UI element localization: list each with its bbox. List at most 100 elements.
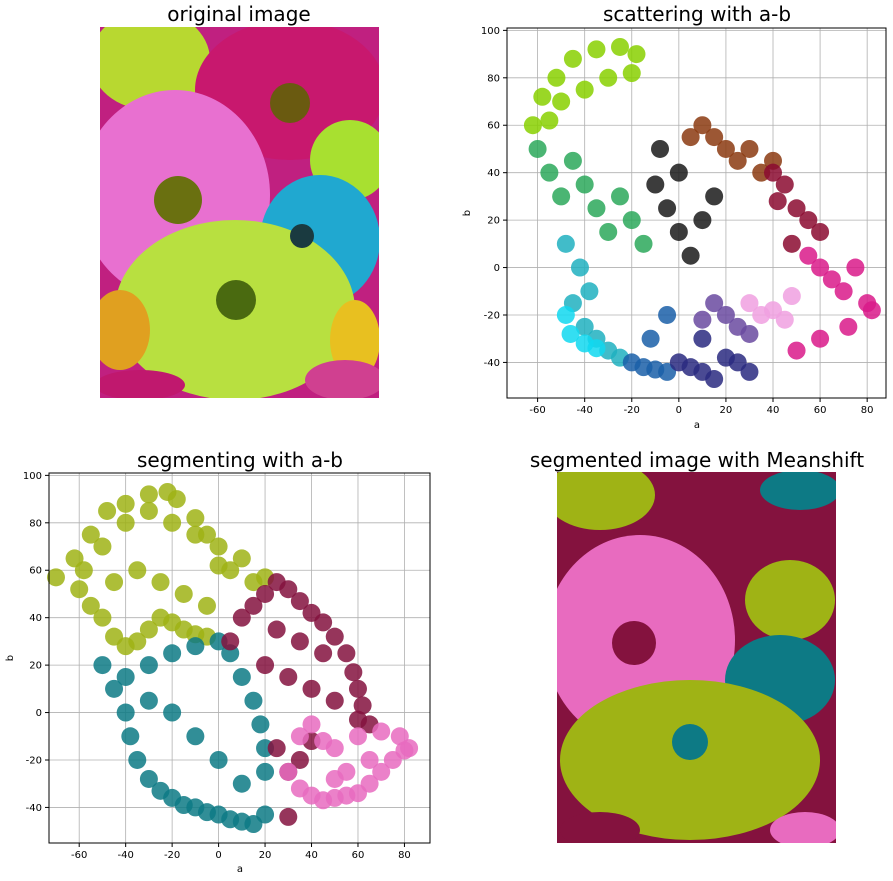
scatter-point <box>267 620 286 639</box>
segmented-flower-image <box>557 472 836 843</box>
scatter-point <box>575 80 594 99</box>
scatter-point <box>314 732 333 751</box>
original-flower-image <box>100 27 379 398</box>
scatter-point <box>669 222 688 241</box>
scatter-point <box>580 282 599 301</box>
scatter-point <box>658 199 677 218</box>
scatter-point <box>81 525 100 544</box>
scatter-point <box>105 573 124 592</box>
scatter-point <box>360 774 379 793</box>
scatter-point <box>787 341 806 360</box>
x-axis-label: a <box>694 420 700 431</box>
scatter-point <box>209 537 228 556</box>
scatter-point <box>563 151 582 170</box>
scatter-point <box>599 222 618 241</box>
y-tick-label: 80 <box>487 73 500 84</box>
scatter-point <box>610 37 629 56</box>
scatter-point <box>622 211 641 230</box>
scatter-point <box>552 187 571 206</box>
scatter-point <box>167 490 186 509</box>
scatter-point <box>186 509 205 528</box>
scatter-point <box>360 750 379 769</box>
scatter-point <box>279 762 298 781</box>
scatter-point <box>163 513 182 532</box>
x-tick-label: 40 <box>767 405 780 416</box>
scatter-point <box>279 807 298 826</box>
y-tick-label: 0 <box>36 708 42 719</box>
y-tick-label: 100 <box>23 471 42 482</box>
scatter-point <box>563 49 582 68</box>
scatter-point <box>302 679 321 698</box>
scatter-point <box>390 727 409 746</box>
scatter-point <box>139 769 158 788</box>
chart-title: segmenting with a-b <box>137 448 343 472</box>
scatter-point <box>221 632 240 651</box>
scatter-point <box>244 691 263 710</box>
scatter-point <box>163 644 182 663</box>
scatter-point <box>658 305 677 324</box>
y-tick-label: -20 <box>484 310 500 321</box>
scatter-point <box>556 234 575 253</box>
scatter-point <box>693 116 712 135</box>
scatter-point <box>610 187 629 206</box>
y-tick-label: 20 <box>487 216 500 227</box>
scatter-point <box>693 310 712 329</box>
scatter-point <box>244 573 263 592</box>
scatter-point <box>256 762 275 781</box>
scatter-point <box>705 187 724 206</box>
y-tick-label: 40 <box>29 613 42 624</box>
scatter-point <box>693 329 712 348</box>
scatter-point <box>372 762 391 781</box>
scatter-point <box>782 287 801 306</box>
x-tick-label: 60 <box>352 850 365 861</box>
y-tick-label: 100 <box>481 26 500 37</box>
scatter-point <box>98 501 117 520</box>
scatter-point <box>634 234 653 253</box>
scatter-point <box>325 769 344 788</box>
flower-center <box>216 280 256 320</box>
scatter-point <box>267 739 286 758</box>
scatter-point <box>251 715 270 734</box>
scatter-point <box>256 584 275 603</box>
original-image-title: original image <box>167 2 310 26</box>
x-tick-label: 0 <box>676 405 682 416</box>
scatter-point <box>353 696 372 715</box>
y-tick-label: 60 <box>487 121 500 132</box>
scatter-point <box>46 568 65 587</box>
scatter-point <box>716 139 735 158</box>
scatter-point <box>93 656 112 675</box>
scatter-point <box>862 301 881 320</box>
y-tick-label: -20 <box>26 755 42 766</box>
scatter-point <box>533 87 552 106</box>
scatter-point <box>540 111 559 130</box>
scatter-point <box>681 246 700 265</box>
y-tick-label: 80 <box>29 518 42 529</box>
scatter-ab-chart: scattering with a-b -60 -40 -20 0 20 40 60 80 -4… <box>462 2 887 431</box>
scatter-point <box>646 175 665 194</box>
scatter-point <box>839 317 858 336</box>
scatter-point <box>705 370 724 389</box>
scatter-point <box>799 246 818 265</box>
scatter-point <box>768 192 787 211</box>
scatter-point <box>121 727 140 746</box>
scatter-point <box>705 294 724 313</box>
scatter-point <box>337 644 356 663</box>
scatter-point <box>128 632 147 651</box>
scatter-point <box>669 163 688 182</box>
scatter-point <box>775 175 794 194</box>
scatter-point <box>325 691 344 710</box>
scatter-point <box>716 305 735 324</box>
x-tick-label: -20 <box>624 405 640 416</box>
scatter-point <box>232 774 251 793</box>
x-axis-label: a <box>237 864 243 875</box>
y-axis-label: b <box>462 210 473 216</box>
scatter-point <box>575 175 594 194</box>
scatter-point <box>728 151 747 170</box>
scatter-point <box>151 573 170 592</box>
scatter-point <box>256 805 275 824</box>
axes-frame <box>506 27 887 399</box>
scatter-point <box>622 64 641 83</box>
y-tick-label: 0 <box>494 263 500 274</box>
scatter-point <box>93 608 112 627</box>
